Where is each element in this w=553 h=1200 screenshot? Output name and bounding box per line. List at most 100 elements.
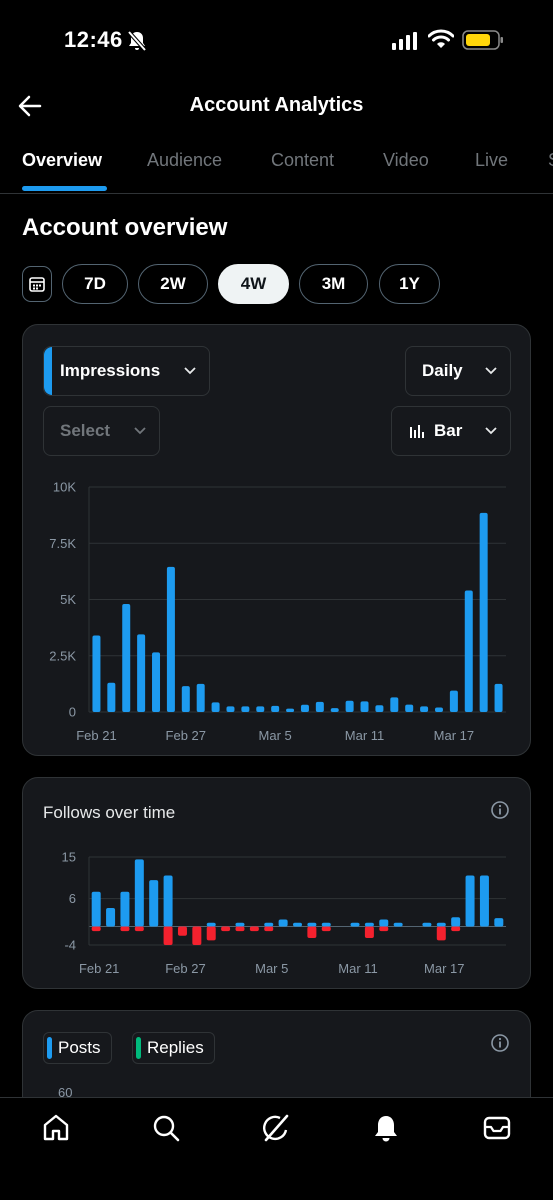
unfollows-bar — [120, 926, 130, 932]
impressions-bar — [345, 700, 354, 712]
y-tick-label: 6 — [69, 891, 76, 906]
impressions-bar — [122, 604, 131, 712]
bar-chart-icon — [410, 425, 424, 438]
x-tick-label: Feb 27 — [165, 961, 205, 976]
unfollows-bar — [249, 926, 259, 932]
range-2w[interactable]: 2W — [138, 264, 208, 304]
back-arrow-icon[interactable] — [16, 92, 44, 120]
impressions-bar — [286, 708, 295, 712]
chart-type-label: Bar — [434, 421, 463, 440]
follows-bar — [465, 875, 475, 927]
messages-icon[interactable] — [481, 1112, 513, 1144]
notifications-bell-icon[interactable] — [370, 1112, 402, 1144]
unfollows-bar — [379, 926, 389, 932]
unfollows-bar — [177, 926, 187, 936]
tab-video[interactable]: Video — [383, 150, 429, 170]
impressions-bar — [300, 704, 309, 712]
legend-replies-label: Replies — [147, 1038, 204, 1057]
impressions-card: Impressions Daily Select Bar 10K 7.5K 5K 2.… — [22, 324, 531, 756]
unfollows-bar — [235, 926, 245, 932]
metric-dropdown-label: Impressions — [60, 361, 161, 380]
impressions-bar — [315, 701, 324, 712]
unfollows-bar — [163, 926, 173, 945]
chevron-down-icon — [485, 427, 497, 435]
tab-overview[interactable]: Overview — [22, 150, 103, 170]
impressions-bar — [390, 697, 399, 712]
impressions-bar — [152, 652, 161, 712]
calendar-button[interactable] — [22, 266, 52, 302]
period-dropdown[interactable]: Daily — [405, 346, 511, 396]
info-icon[interactable] — [490, 1033, 510, 1053]
home-icon[interactable] — [40, 1112, 72, 1144]
follows-bar — [149, 880, 159, 927]
legend-posts-toggle[interactable]: Posts — [43, 1032, 112, 1064]
search-icon[interactable] — [150, 1112, 182, 1144]
impressions-bar — [479, 512, 488, 712]
follows-bar — [451, 917, 461, 927]
impressions-bar — [181, 686, 190, 712]
impressions-bar — [330, 708, 339, 712]
impressions-bar — [360, 701, 369, 712]
range-3m[interactable]: 3M — [299, 264, 368, 304]
follows-bar — [321, 922, 331, 927]
x-tick-label: Mar 11 — [345, 728, 385, 743]
info-icon[interactable] — [490, 800, 510, 820]
impressions-bar — [196, 683, 205, 712]
range-4w[interactable]: 4W — [218, 264, 289, 304]
unfollows-bar — [307, 926, 317, 939]
unfollows-bar — [321, 926, 331, 932]
impressions-bar — [449, 690, 458, 712]
x-tick-label: Mar 17 — [424, 961, 464, 976]
follows-bar — [106, 907, 116, 927]
y-tick-label: 10K — [53, 480, 76, 495]
impressions-bar — [256, 706, 265, 712]
follows-bar — [206, 922, 216, 927]
x-tick-label: Mar 11 — [338, 961, 378, 976]
follows-bar — [494, 918, 504, 927]
grok-icon[interactable] — [260, 1112, 292, 1144]
impressions-bar — [375, 705, 384, 712]
chevron-down-icon — [184, 367, 196, 375]
tab-audience[interactable]: Audience — [147, 150, 223, 170]
follows-bar — [91, 891, 101, 927]
follows-bar — [293, 922, 302, 927]
follows-bar — [163, 875, 173, 927]
range-7d[interactable]: 7D — [62, 264, 128, 304]
chart-type-dropdown[interactable]: Bar — [391, 406, 511, 456]
x-tick-label: Mar 5 — [259, 728, 292, 743]
page-title: Account Analytics — [189, 94, 364, 116]
tab-overflow[interactable]: S — [548, 150, 553, 171]
impressions-bar — [211, 702, 220, 712]
range-1y[interactable]: 1Y — [379, 264, 440, 304]
follows-bar — [235, 922, 245, 927]
impressions-bar — [464, 590, 473, 712]
metric-dropdown[interactable]: Impressions — [43, 346, 210, 396]
analytics-tabs: Overview Audience Content Video Live S — [0, 138, 553, 194]
period-dropdown-label: Daily — [422, 361, 463, 380]
app-header: Account Analytics — [0, 80, 553, 132]
y-tick-label: -4 — [64, 938, 76, 953]
tab-content[interactable]: Content — [271, 150, 335, 170]
battery-icon — [462, 30, 503, 50]
impressions-bar — [405, 704, 414, 712]
follows-bar — [479, 875, 489, 927]
impressions-bar — [271, 705, 280, 712]
impressions-bar — [494, 683, 503, 712]
unfollows-bar — [206, 926, 216, 941]
tab-live[interactable]: Live — [475, 150, 509, 170]
y-tick-label: 5K — [60, 592, 76, 607]
unfollows-bar — [364, 926, 374, 939]
impressions-bar — [92, 635, 101, 712]
impressions-bar — [420, 706, 429, 712]
follows-bar — [379, 919, 389, 927]
status-bar: 12:46 — [0, 0, 553, 80]
follows-bar — [278, 919, 288, 927]
legend-replies-toggle[interactable]: Replies — [132, 1032, 215, 1064]
x-tick-label: Feb 21 — [79, 961, 119, 976]
compare-select-label: Select — [60, 421, 111, 440]
follows-bar — [120, 891, 130, 927]
follows-bar — [134, 859, 144, 927]
compare-select-dropdown[interactable]: Select — [43, 406, 160, 456]
